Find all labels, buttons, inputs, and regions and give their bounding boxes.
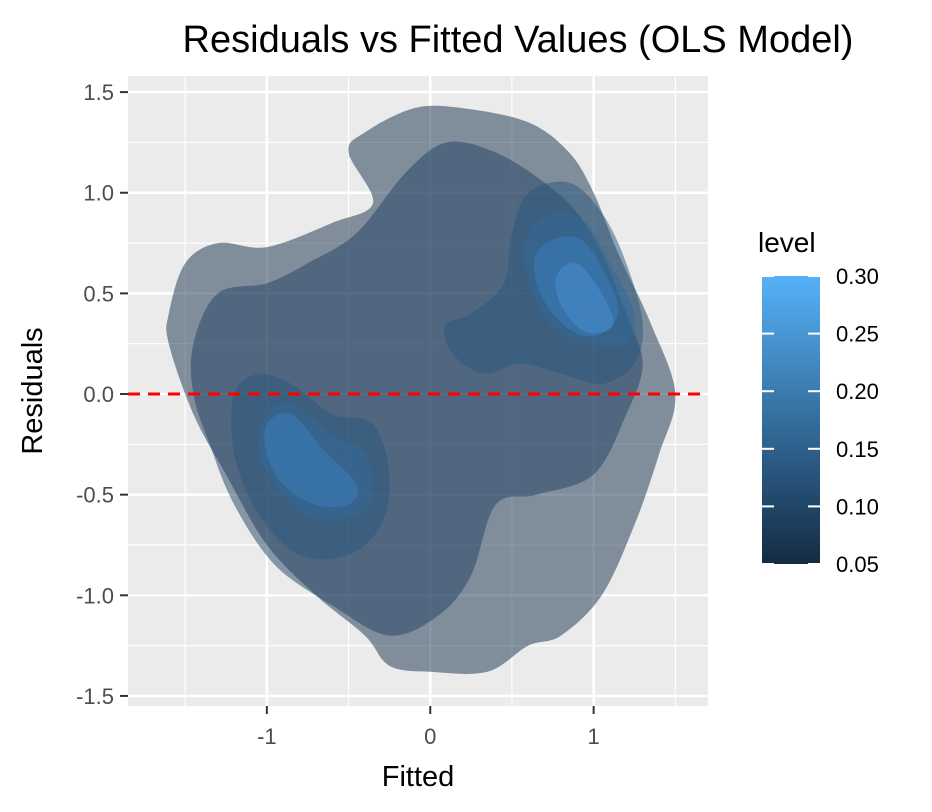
x-tick-label: -1 <box>257 724 277 749</box>
legend-title: level <box>758 227 816 258</box>
y-axis-title: Residuals <box>17 327 49 454</box>
y-tick-label: -1.0 <box>76 583 114 608</box>
y-axis: -1.5 -1.0 -0.5 0.0 0.5 1.0 1.5 <box>76 80 128 709</box>
legend-tick-label: 0.10 <box>836 494 879 519</box>
legend-tick-label: 0.05 <box>836 552 879 577</box>
x-tick-label: 0 <box>424 724 436 749</box>
legend-tick-label: 0.30 <box>836 264 879 289</box>
x-axis-title: Fitted <box>382 761 455 793</box>
legend-tick-label: 0.25 <box>836 322 879 347</box>
y-tick-label: -1.5 <box>76 684 114 709</box>
y-tick-label: -0.5 <box>76 483 114 508</box>
legend-colorbar <box>762 276 820 564</box>
legend: level 0.30 0.25 0.20 0.15 0.10 0.05 <box>758 227 879 577</box>
y-tick-label: 0.5 <box>83 281 114 306</box>
x-axis: -1 0 1 <box>257 706 600 749</box>
x-tick-label: 1 <box>588 724 600 749</box>
legend-tick-label: 0.15 <box>836 437 879 462</box>
y-tick-label: 1.0 <box>83 181 114 206</box>
chart-title: Residuals vs Fitted Values (OLS Model) <box>183 19 854 61</box>
y-tick-label: 1.5 <box>83 80 114 105</box>
legend-tick-label: 0.20 <box>836 379 879 404</box>
y-tick-label: 0.0 <box>83 382 114 407</box>
